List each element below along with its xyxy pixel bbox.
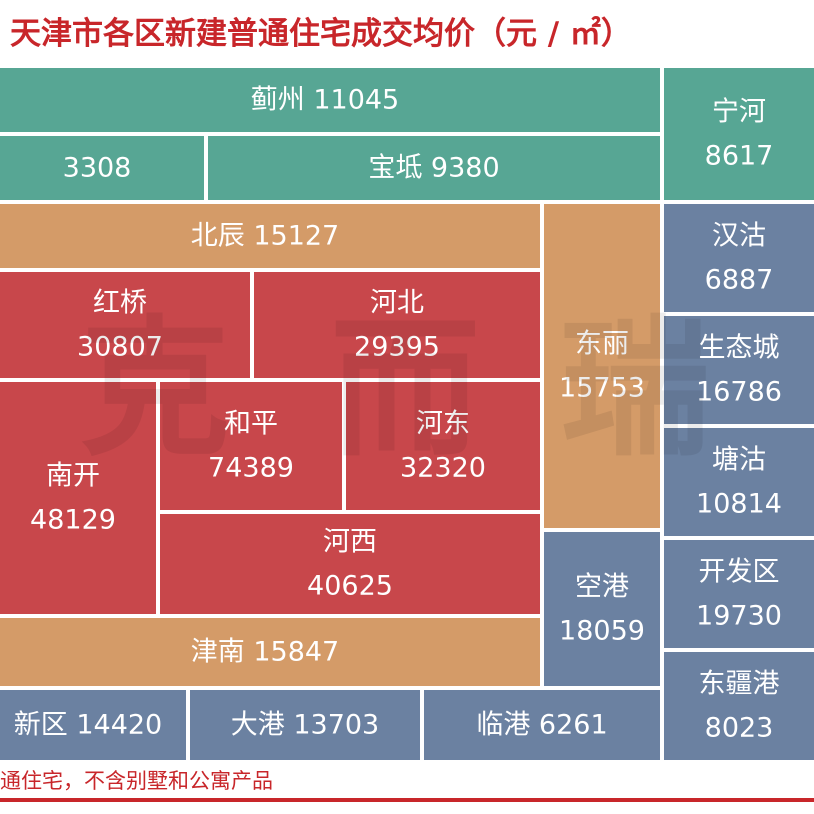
tile-rect <box>544 532 660 686</box>
tile-label: 临港 6261 <box>476 710 607 741</box>
bottom-rule <box>0 798 814 802</box>
tile-北辰: 北辰 15127 <box>0 204 540 268</box>
tile-value: 6887 <box>705 265 774 296</box>
tile-rect <box>0 382 156 614</box>
tile-value: 29395 <box>354 332 440 363</box>
tile-name: 生态城 <box>699 333 780 364</box>
tile-空港: 空港 18059 <box>544 532 660 686</box>
tile-rect <box>0 272 250 378</box>
tile-name: 宁河 <box>712 97 766 128</box>
tile-rect <box>208 136 660 200</box>
tile-label: 津南 15847 <box>191 637 339 668</box>
tile-和平: 和平 74389 <box>160 382 342 510</box>
tile-partial-1: 3308 <box>0 136 204 200</box>
tile-生态城: 生态城 16786 <box>664 316 814 424</box>
tile-label: 蓟州 11045 <box>251 85 399 116</box>
tile-rect <box>544 204 660 528</box>
tile-rect <box>0 618 540 686</box>
tile-rect <box>664 428 814 536</box>
tile-河西: 河西 40625 <box>160 514 540 614</box>
tile-开发区: 开发区 19730 <box>664 540 814 648</box>
tile-name: 和平 <box>224 409 278 440</box>
tile-蓟州: 蓟州 11045 <box>0 68 660 132</box>
tile-rect <box>0 68 660 132</box>
tile-rect <box>664 540 814 648</box>
tile-name: 河北 <box>370 288 424 319</box>
tile-value: 32320 <box>400 453 486 484</box>
tile-label: 北辰 15127 <box>191 221 339 252</box>
tile-rect <box>0 690 186 760</box>
tile-label: 3308 <box>63 153 132 184</box>
tile-东丽: 东丽 15753 <box>544 204 660 528</box>
tile-value: 8617 <box>705 141 774 172</box>
tile-name: 塘沽 <box>712 445 766 476</box>
tile-name: 空港 <box>575 572 629 603</box>
tile-汉沽: 汉沽 6887 <box>664 204 814 312</box>
tile-rect <box>190 690 420 760</box>
tile-value: 16786 <box>696 377 782 408</box>
chart-title: 天津市各区新建普通住宅成交均价（元 / ㎡） <box>10 16 632 52</box>
tile-name: 开发区 <box>699 557 780 588</box>
tile-name: 红桥 <box>93 288 147 319</box>
tile-大港: 大港 13703 <box>190 690 420 760</box>
tile-rect <box>424 690 660 760</box>
tile-塘沽: 塘沽 10814 <box>664 428 814 536</box>
tile-name: 东疆港 <box>699 669 780 700</box>
tile-label: 大港 13703 <box>231 710 379 741</box>
tile-rect <box>160 514 540 614</box>
tile-value: 8023 <box>705 713 774 744</box>
tile-河北: 河北 29395 <box>254 272 540 378</box>
tile-rect <box>160 382 342 510</box>
tile-name: 南开 <box>46 461 100 492</box>
tile-津南: 津南 15847 <box>0 618 540 686</box>
tile-宁河: 宁河 8617 <box>664 68 814 200</box>
tile-rect <box>664 204 814 312</box>
tile-rect <box>346 382 540 510</box>
tile-name: 河东 <box>416 409 470 440</box>
tile-rect <box>0 204 540 268</box>
tile-临港: 临港 6261 <box>424 690 660 760</box>
tile-value: 10814 <box>696 489 782 520</box>
tile-value: 40625 <box>307 571 393 602</box>
tile-rect <box>0 136 204 200</box>
tile-partial-19: 新区 14420 <box>0 690 186 760</box>
tile-value: 30807 <box>77 332 163 363</box>
tile-宝坻: 宝坻 9380 <box>208 136 660 200</box>
tile-rect <box>664 316 814 424</box>
tile-rect <box>254 272 540 378</box>
tile-name: 汉沽 <box>712 221 766 252</box>
tile-value: 15753 <box>559 373 645 404</box>
tile-name: 河西 <box>323 527 377 558</box>
tile-南开: 南开 48129 <box>0 382 156 614</box>
tile-name: 东丽 <box>575 329 629 360</box>
tile-河东: 河东 32320 <box>346 382 540 510</box>
tile-value: 19730 <box>696 601 782 632</box>
tile-rect <box>664 652 814 760</box>
chart-note: 通住宅，不含别墅和公寓产品 <box>0 769 273 793</box>
tile-value: 48129 <box>30 505 116 536</box>
tile-红桥: 红桥 30807 <box>0 272 250 378</box>
tile-东疆港: 东疆港 8023 <box>664 652 814 760</box>
tile-value: 18059 <box>559 616 645 647</box>
tile-value: 74389 <box>208 453 294 484</box>
tile-label: 新区 14420 <box>14 710 162 741</box>
tile-label: 宝坻 9380 <box>368 153 499 184</box>
tile-rect <box>664 68 814 200</box>
